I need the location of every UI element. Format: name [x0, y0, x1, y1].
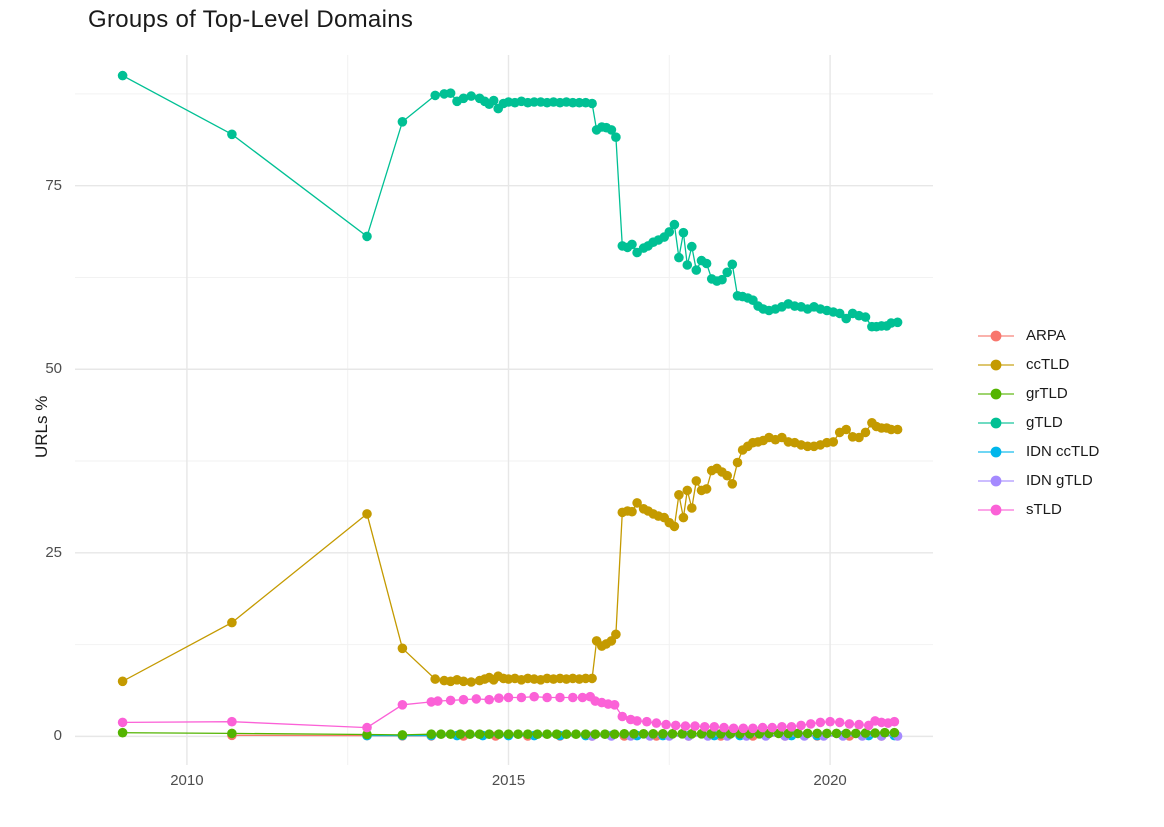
- legend-item-IDN-ccTLD: IDN ccTLD: [976, 437, 1099, 466]
- x-tick-label: 2020: [813, 772, 847, 789]
- legend-label: grTLD: [1026, 385, 1068, 402]
- chart-title: Groups of Top-Level Domains: [88, 6, 414, 33]
- legend-key-icon: [978, 504, 1014, 515]
- x-tick-label: 2015: [491, 772, 526, 789]
- legend-key-icon: [978, 446, 1014, 457]
- y-tick-label: 50: [45, 360, 62, 378]
- legend-key-icon: [978, 359, 1014, 370]
- series-ccTLD: [117, 418, 903, 687]
- legend-item-grTLD: grTLD: [976, 379, 1099, 408]
- gridlines: [75, 55, 933, 765]
- y-tick-label: 0: [53, 727, 62, 745]
- legend-item-sTLD: sTLD: [976, 495, 1099, 524]
- legend-key-icon: [978, 417, 1014, 428]
- y-axis-title: URLs %: [32, 395, 51, 458]
- series-gTLD: [117, 70, 903, 332]
- legend-label: IDN gTLD: [1026, 472, 1093, 489]
- legend-label: ccTLD: [1026, 356, 1070, 373]
- y-tick-label: 75: [45, 176, 62, 194]
- x-tick-label: 2010: [170, 772, 204, 789]
- legend-item-IDN-gTLD: IDN gTLD: [976, 466, 1099, 495]
- legend-label: IDN ccTLD: [1026, 443, 1100, 460]
- legend: ARPA ccTLD grTLD gTLD IDN ccTLD IDN gTLD sTLD: [976, 321, 1099, 524]
- legend-label: ARPA: [1026, 327, 1066, 344]
- legend-label: gTLD: [1026, 414, 1063, 431]
- series-sTLD: [117, 691, 900, 734]
- legend-item-ARPA: ARPA: [976, 321, 1099, 350]
- legend-key-icon: [978, 330, 1014, 341]
- legend-label: sTLD: [1026, 501, 1062, 518]
- legend-item-ccTLD: ccTLD: [976, 350, 1099, 379]
- legend-key-icon: [978, 388, 1014, 399]
- y-tick-label: 25: [45, 543, 62, 561]
- legend-key-icon: [978, 475, 1014, 486]
- legend-item-gTLD: gTLD: [976, 408, 1099, 437]
